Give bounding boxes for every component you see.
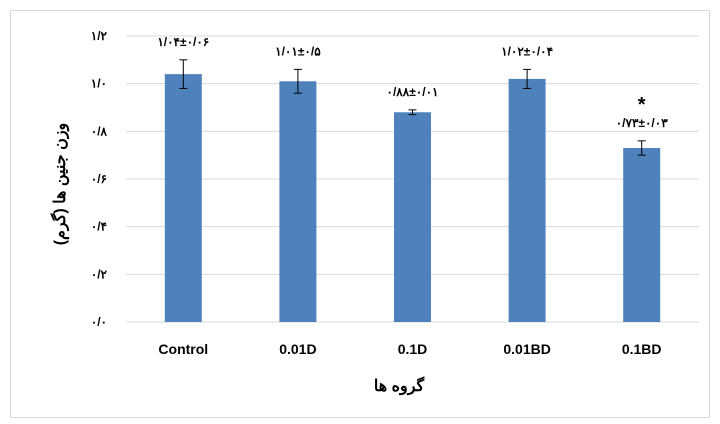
data-label: ۰/۷۳±۰/۰۳ [616,116,668,130]
y-axis-ticks: ۰/۰ ۰/۲ ۰/۴ ۰/۶ ۰/۸ ۱/۰ ۱/۲ [91,29,108,329]
x-axis-title: گروه ها [374,376,425,396]
x-axis-categories: Control 0.01D 0.1D 0.01BD 0.1BD [158,341,661,357]
x-tick-label: 0.1BD [622,341,662,357]
y-axis-title: وزن جنین ها (گرم) [50,123,70,246]
y-tick-label: ۰/۲ [91,267,108,281]
x-tick-label: 0.01BD [503,341,550,357]
data-label: ۱/۰۴±۰/۰۶ [157,35,209,49]
data-label: ۱/۰۱±۰/۵ [275,44,321,58]
y-tick-label: ۰/۰ [91,315,107,329]
bar [279,81,317,323]
bar-chart: ۰/۰ ۰/۲ ۰/۴ ۰/۶ ۰/۸ ۱/۰ ۱/۲ ۱/۰۴±۰/۰۶ ۱/۰۱±۰/۵ ۰… [50,29,699,396]
chart-area: ۰/۰ ۰/۲ ۰/۴ ۰/۶ ۰/۸ ۱/۰ ۱/۲ ۱/۰۴±۰/۰۶ ۱/۰۱±۰/۵ ۰… [10,10,710,418]
bar [623,148,661,322]
bar [508,78,546,323]
data-label: ۰/۸۸±۰/۰۱ [387,85,439,99]
y-tick-label: ۱/۰ [91,77,107,91]
y-tick-label: ۰/۴ [91,220,107,234]
bar [394,112,431,323]
significance-mark: * [638,94,646,116]
y-tick-label: ۰/۶ [91,172,107,186]
bar [164,74,202,322]
bars: ۱/۰۴±۰/۰۶ ۱/۰۱±۰/۵ ۰/۸۸±۰/۰۱ ۱/۰۲±۰/۰۴ ۰/۷۳±… [157,35,668,323]
x-tick-label: 0.1D [398,341,428,357]
y-tick-label: ۰/۸ [91,124,108,138]
data-label: ۱/۰۲±۰/۰۴ [501,44,553,58]
x-tick-label: 0.01D [279,341,316,357]
y-tick-label: ۱/۲ [91,29,108,43]
x-tick-label: Control [158,341,208,357]
